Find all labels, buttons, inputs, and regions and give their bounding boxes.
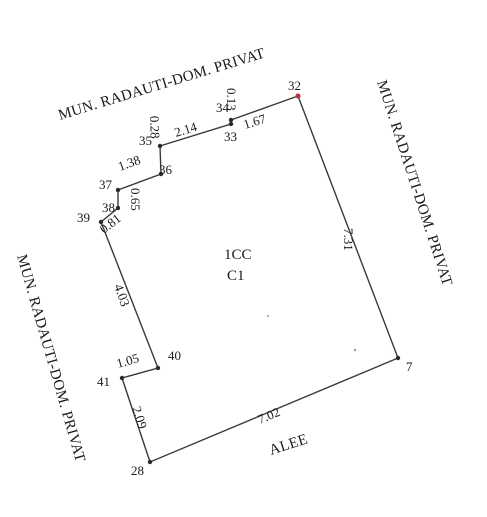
vertex-point-35	[157, 143, 163, 149]
vertex-point-33	[228, 117, 234, 123]
stray-mark	[353, 348, 357, 352]
segment-length-35-34: 2.14	[172, 119, 199, 140]
vertex-label-39: 39	[77, 210, 90, 225]
vertex-point-40	[155, 365, 161, 371]
segment-length-32-7: 7.31	[341, 228, 356, 251]
vertex-label-38: 38	[102, 200, 115, 215]
parcel-boundary	[100, 95, 399, 463]
segment-length-38-37: 0.65	[128, 188, 143, 211]
vertex-label-40: 40	[168, 348, 181, 363]
parcel-category: C1	[227, 268, 245, 284]
vertex-point-34	[228, 121, 234, 127]
vertex-point-28	[147, 459, 153, 465]
neighbor-label-bottom: ALEE	[267, 431, 310, 458]
segment-length-37-36: 1.38	[116, 152, 143, 174]
vertex-point-36	[158, 171, 164, 177]
vertex-label-28: 28	[131, 463, 144, 478]
segment-length-33-32: 1.67	[241, 111, 268, 132]
vertex-point-41	[119, 375, 125, 381]
segment-length-36-35: 0.28	[147, 116, 163, 139]
vertex-label-36: 36	[159, 162, 173, 177]
vertex-point-38	[115, 205, 121, 211]
segment-length-39-38: 0.81	[97, 211, 124, 237]
neighbor-label-top: MUN. RADAUTI-DOM. PRIVAT	[56, 46, 267, 124]
segment-length-41-40: 1.05	[115, 350, 141, 371]
vertex-label-7: 7	[406, 359, 413, 374]
neighbor-label-right: MUN. RADAUTI-DOM. PRIVAT	[373, 78, 455, 288]
vertex-point-32	[295, 93, 301, 99]
vertex-label-35: 35	[139, 133, 152, 148]
vertex-label-34: 34	[216, 100, 230, 115]
segment-length-40-39: 4.03	[111, 282, 133, 309]
vertex-label-41: 41	[97, 374, 110, 389]
neighbor-label-left: MUN. RADAUTI-DOM. PRIVAT	[13, 253, 88, 464]
vertex-point-7	[395, 355, 401, 361]
stray-mark	[267, 315, 269, 317]
vertex-label-37: 37	[99, 177, 113, 192]
segment-length-7-28: 7.02	[255, 404, 282, 427]
vertex-label-32: 32	[288, 78, 301, 93]
vertex-point-37	[115, 187, 121, 193]
segment-length-34-33: 0.13	[224, 88, 239, 111]
vertex-point-39	[98, 219, 104, 225]
vertex-label-33: 33	[224, 129, 237, 144]
parcel-id: 1CC	[224, 247, 252, 263]
segment-length-28-41: 2.09	[129, 404, 150, 430]
